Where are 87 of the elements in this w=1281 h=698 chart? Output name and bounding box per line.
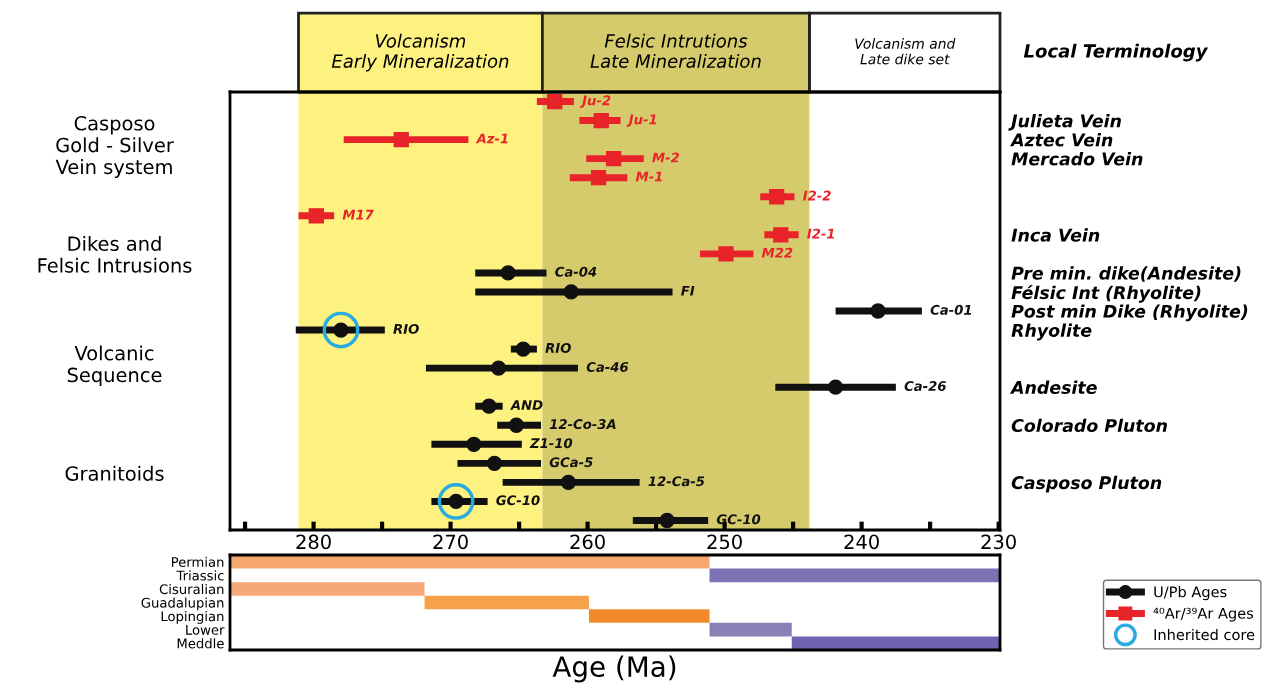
band-label: Felsic Intrutions Late Mineralization [590, 33, 761, 68]
point [769, 189, 785, 205]
y-tick-label: Lopingian [161, 611, 224, 624]
point [718, 246, 734, 262]
point [486, 455, 503, 471]
category-label: Ca-01 [930, 304, 971, 315]
category-label: GC-10 [496, 495, 540, 506]
bar [588, 609, 710, 623]
category-label: M22 [761, 247, 793, 258]
y2-tick-label: Inca Vein [1011, 228, 1100, 242]
band-label: Volcanism Early Mineralization [331, 33, 509, 72]
x-tick-label: 270 [433, 534, 468, 550]
bar [424, 595, 589, 610]
text: Dikes and Felsic Intrusions [38, 235, 192, 273]
x-tick-label: 230 [981, 534, 1016, 550]
category-label: M-2 [652, 152, 680, 163]
y2-tick-label: Félsic Int (Rhyolite) [1011, 285, 1201, 303]
y-tick-label: Guadalupian [141, 597, 224, 611]
legend-label: Inherited core [1154, 628, 1255, 641]
point [563, 284, 579, 300]
y2-axis-title: Local Terminology [1023, 43, 1209, 62]
y-tick-label: Cisuralian [159, 583, 224, 595]
y2-tick-label: Post min Dike (Rhyolite) [1011, 304, 1248, 322]
point [322, 311, 360, 349]
point [466, 436, 482, 452]
point [515, 341, 531, 357]
y2-tick-label: Casposo Pluton [1011, 475, 1162, 493]
point [560, 474, 577, 491]
category-label: FI [681, 285, 695, 296]
point [393, 131, 409, 148]
bar [709, 568, 1000, 583]
band-label: Volcanism and Late dike set [855, 38, 956, 65]
y2-tick-label: Pre min. dike(Andesite) [1011, 266, 1241, 282]
y-tick-label: Lower [186, 625, 225, 635]
text: Volcanic Sequence [67, 345, 162, 387]
y2-tick-label: Aztec Vein [1009, 133, 1113, 147]
category-label: Ju-1 [626, 114, 657, 127]
x-tick-label: 250 [707, 534, 742, 550]
x-tick-label: 260 [570, 534, 605, 550]
category-label: 12-Ca-5 [648, 476, 705, 487]
category-label: AND [510, 400, 543, 410]
category-label: Ca-04 [555, 266, 597, 277]
point [827, 379, 844, 395]
category-label: M-1 [635, 171, 662, 182]
y2-tick-label: Andesite [1009, 380, 1097, 395]
category-label: Az-1 [475, 133, 508, 144]
text: Casposo Gold - Silver Vein system [55, 115, 174, 178]
category-label: Z1-10 [529, 438, 573, 449]
bar [230, 555, 710, 569]
y2-tick-label: Julieta Vein [1008, 113, 1121, 131]
point [773, 227, 789, 243]
text: Granitoids [65, 465, 164, 481]
category-label: M17 [342, 209, 374, 220]
y-tick-label: Triassic [176, 570, 224, 581]
category-label: RIO [393, 323, 419, 334]
category-label: RIO [545, 342, 571, 353]
point [593, 112, 609, 129]
y2-tick-label: Colorado Pluton [1011, 418, 1167, 433]
point [508, 417, 524, 433]
x-axis-title: Age (Ma) [552, 655, 676, 683]
legend-label: ⁴⁰Ar/³⁹Ar Ages [1153, 607, 1254, 622]
category-label: 12-Co-3A [549, 419, 616, 430]
point [659, 512, 675, 529]
legend-label: U/Pb Ages [1154, 586, 1227, 601]
y-tick-label: Meddle [177, 638, 224, 649]
point [547, 93, 563, 110]
y2-tick-label: Rhyolite [1011, 323, 1092, 341]
point [481, 398, 497, 414]
category-label: GCa-5 [549, 457, 593, 468]
point [605, 151, 622, 167]
category-label: Ca-26 [904, 381, 947, 392]
y-tick-label: Permian [171, 556, 224, 567]
category-label: GC-10 [716, 514, 761, 525]
point [437, 483, 475, 520]
point [500, 265, 516, 281]
point [490, 360, 507, 376]
category-label: Ju-2 [579, 95, 611, 108]
point [308, 208, 324, 224]
bar [791, 636, 1000, 650]
x-tick-label: 240 [844, 534, 879, 550]
y2-tick-label: Mercado Vein [1011, 152, 1143, 166]
category-label: Ca-46 [586, 361, 629, 372]
point [870, 303, 886, 319]
x-tick-label: 280 [296, 534, 331, 550]
bar [709, 622, 792, 637]
bar [230, 582, 425, 596]
point [590, 170, 607, 186]
